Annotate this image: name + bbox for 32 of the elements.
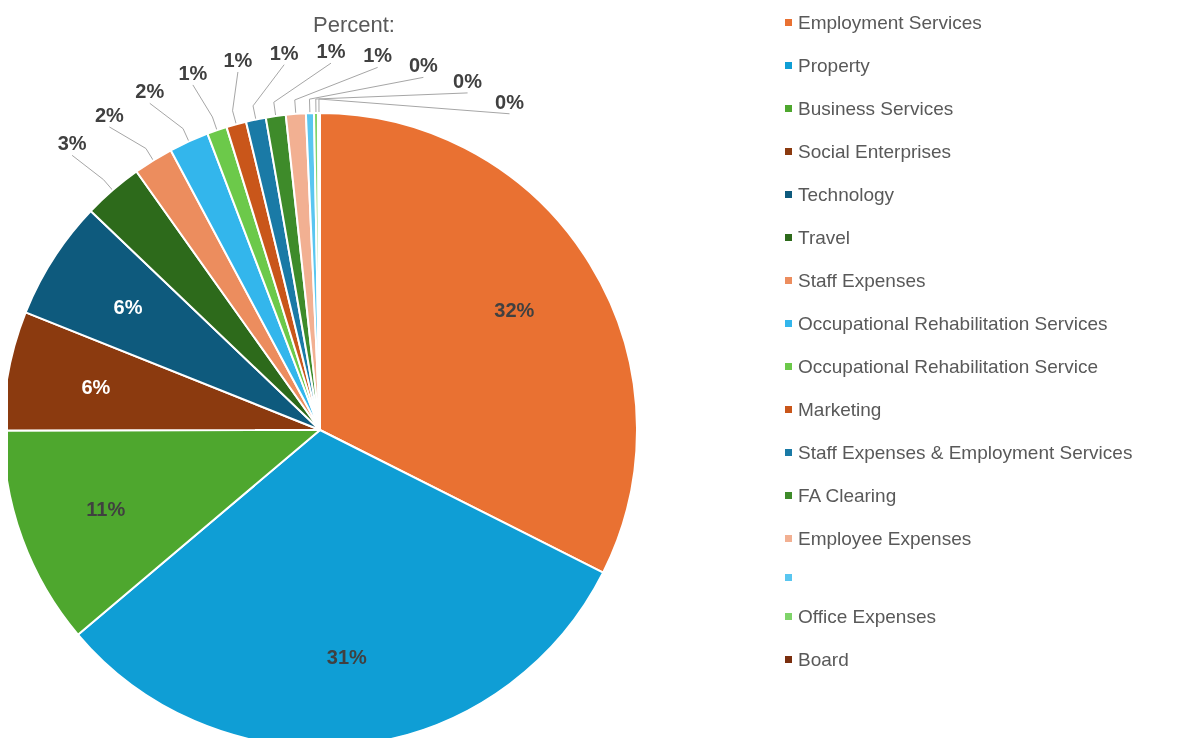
legend-label: Occupational Rehabilitation Service [798,356,1098,377]
data-label: 0% [408,54,439,77]
data-label: 1% [178,61,208,84]
legend-label: Employee Expenses [798,528,972,549]
legend-label: Social Enterprises [798,141,952,162]
data-label: 2% [135,80,165,103]
legend-label: Property [798,55,871,76]
legend-label: Marketing [798,399,882,420]
data-label: 1% [223,49,253,71]
data-label: 1% [269,41,299,64]
legend-label: Board [798,649,849,670]
legend-label: FA Clearing [798,485,897,506]
legend-label: Travel [798,227,851,248]
data-label: 1% [316,40,346,63]
data-label: 31% [326,645,368,668]
data-label: 3% [57,132,87,155]
data-label: 2% [94,103,125,126]
legend-label: Business Services [798,98,954,119]
legend-label: Staff Expenses & Employment Services [798,442,1133,463]
data-label: 32% [494,299,535,322]
legend-label: Technology [798,184,895,205]
legend-label: Occupational Rehabilitation Services [798,313,1108,334]
data-label: 0% [453,69,483,92]
data-label: 11% [86,497,126,520]
chart-title: Percent: [313,11,395,37]
data-label: 1% [363,44,393,67]
data-label: 0% [495,90,525,113]
legend-label: Employment Services [798,12,982,33]
data-label: 6% [113,295,143,318]
legend-label: Staff Expenses [798,270,926,291]
legend-label: Office Expenses [798,606,937,627]
data-label: 6% [81,376,111,399]
